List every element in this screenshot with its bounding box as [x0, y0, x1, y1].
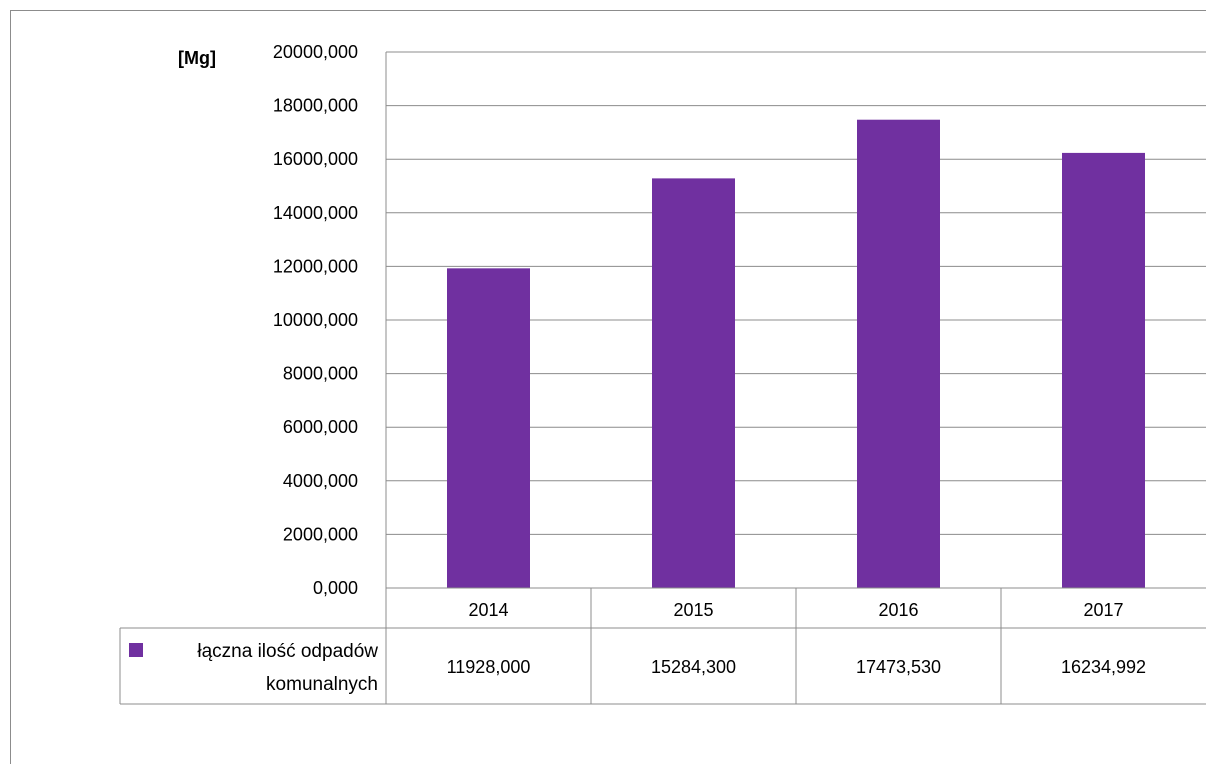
data-label: 11928,000 — [447, 657, 531, 677]
y-tick-label: 0,000 — [313, 578, 358, 598]
y-tick-label: 6000,000 — [283, 417, 358, 437]
data-label: 15284,300 — [651, 657, 736, 677]
legend-label-line: komunalnych — [266, 674, 378, 695]
y-tick-label: 14000,000 — [273, 203, 358, 223]
y-tick-label: 8000,000 — [283, 364, 358, 384]
y-axis-ticks: 0,000 2000,000 4000,000 6000,000 8000,000 100… — [273, 42, 358, 598]
bars — [447, 119, 1145, 589]
y-tick-label: 18000,000 — [273, 96, 358, 116]
x-tick-label: 2016 — [878, 600, 918, 620]
y-tick-label: 20000,000 — [273, 42, 358, 62]
y-axis-unit-label: [Mg] — [178, 48, 216, 68]
data-label: 17473,530 — [856, 657, 941, 677]
y-tick-label: 4000,000 — [283, 471, 358, 491]
chart-frame — [10, 10, 1206, 764]
y-tick-label: 2000,000 — [283, 524, 358, 544]
legend-label-line: łączna ilość odpadów — [197, 641, 378, 662]
bar-2014 — [447, 268, 530, 588]
y-tick-label: 12000,000 — [273, 256, 358, 276]
data-table: 2014 2015 2016 2017 11928,000 15284,300 17473,… — [119, 587, 1206, 705]
bar-2015 — [652, 178, 735, 589]
y-tick-label: 10000,000 — [273, 310, 358, 330]
data-label: 16234,992 — [1061, 657, 1146, 677]
bar-2016 — [857, 119, 940, 588]
x-tick-label: 2014 — [468, 600, 508, 620]
legend-swatch — [129, 643, 143, 657]
x-tick-label: 2015 — [673, 600, 713, 620]
x-tick-label: 2017 — [1083, 600, 1123, 620]
y-tick-label: 16000,000 — [273, 149, 358, 169]
bar-2017 — [1062, 152, 1145, 588]
